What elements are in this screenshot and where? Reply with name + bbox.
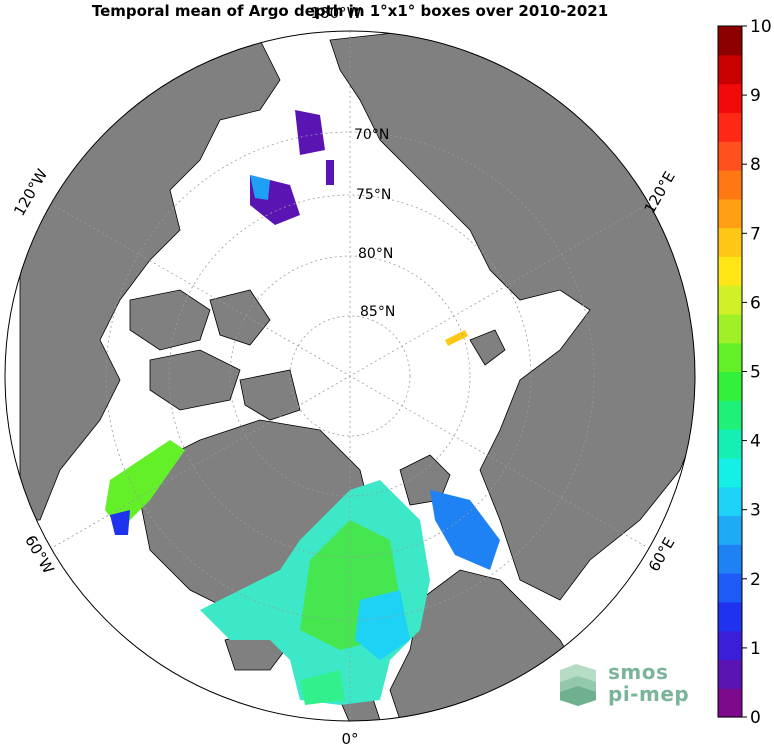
- parallel-label-80n: 80°N: [358, 246, 393, 262]
- colorbar-tick-label: 3: [750, 501, 761, 521]
- colorbar-tick-label: 6: [750, 293, 761, 313]
- land-franz-josef: [469, 329, 506, 366]
- parallel-label-75n: 75°N: [356, 187, 391, 203]
- parallel-label-70n: 70°N: [354, 127, 389, 143]
- colorbar-band: [718, 486, 742, 517]
- meridian-60w-120e: [49, 202, 651, 550]
- logo-icon: [560, 664, 596, 706]
- colorbar-band: [718, 313, 742, 344]
- logo-text-smos: smos: [608, 660, 669, 684]
- land-ellesmere: [239, 369, 301, 421]
- logo-text-pi-mep: pi-mep: [608, 682, 690, 706]
- data-cluster-beaufort-2: [250, 175, 270, 200]
- colorbar-band: [718, 371, 742, 401]
- colorbar: 0 1 2 3 4 5 6 7 8 9 10: [717, 17, 772, 728]
- colorbar-tick-label: 1: [750, 639, 761, 659]
- argo-depth-cells: [105, 110, 500, 705]
- data-cluster-chukchi-2: [326, 160, 334, 185]
- colorbar-band: [718, 573, 742, 603]
- colorbar-band: [718, 515, 742, 545]
- colorbar-band: [718, 429, 742, 459]
- land-archipelago-2: [149, 349, 241, 411]
- parallel-85n: [289, 315, 411, 437]
- colorbar-band: [718, 544, 742, 574]
- colorbar-band: [718, 285, 742, 315]
- map-boundary: [4, 30, 696, 722]
- data-cluster-baffin-blue: [110, 510, 130, 535]
- parallel-75n: [168, 194, 532, 558]
- parallel-70n: [105, 131, 595, 621]
- data-cluster-barents: [430, 490, 500, 570]
- data-cluster-baffin: [105, 440, 185, 530]
- land-masses: [19, 31, 695, 721]
- colorbar-bands: [718, 26, 742, 718]
- colorbar-band: [718, 198, 742, 229]
- colorbar-band: [718, 227, 742, 257]
- colorbar-band: [718, 83, 742, 113]
- colorbar-band: [718, 400, 742, 430]
- colorbar-tick-label: 9: [750, 86, 761, 106]
- parallel-labels: 70°N 75°N 80°N 85°N: [354, 127, 395, 320]
- parallel-label-85n: 85°N: [360, 304, 395, 320]
- meridian-label-180w: 180°W: [311, 4, 362, 22]
- colorbar-band: [718, 141, 742, 171]
- colorbar-band: [718, 601, 742, 632]
- map-title: Temporal mean of Argo depth in 1°x1° box…: [91, 2, 609, 20]
- meridian-label-0: 0°: [341, 730, 358, 747]
- colorbar-tick-label: 4: [750, 432, 761, 452]
- data-cluster-nordic-blue: [355, 590, 410, 660]
- data-cluster-nordic-edge: [300, 670, 345, 705]
- smos-pi-mep-logo: smos pi-mep: [556, 660, 706, 708]
- colorbar-tick-label: 7: [750, 224, 761, 244]
- colorbar-ticks: 0 1 2 3 4 5 6 7 8 9 10: [742, 17, 772, 728]
- meridian-label-120e: 120°E: [640, 168, 678, 216]
- colorbar-band: [718, 457, 742, 488]
- colorbar-band: [718, 169, 742, 200]
- land-archipelago-1: [129, 289, 211, 351]
- colorbar-band: [718, 659, 742, 689]
- meridian-label-120w: 120°W: [10, 166, 51, 219]
- colorbar-band: [718, 342, 742, 373]
- colorbar-tick-label: 5: [750, 363, 761, 383]
- colorbar-band: [718, 688, 742, 718]
- colorbar-band: [718, 112, 742, 142]
- data-cluster-chukchi: [295, 110, 325, 155]
- colorbar-band: [718, 256, 742, 286]
- colorbar-band: [718, 26, 742, 56]
- colorbar-tick-label: 8: [750, 155, 761, 175]
- colorbar-tick-label: 0: [750, 708, 761, 728]
- graticule: [49, 31, 651, 721]
- colorbar-tick-label: 10: [750, 17, 772, 37]
- colorbar-band: [718, 54, 742, 85]
- colorbar-tick-label: 2: [750, 570, 761, 590]
- colorbar-band: [718, 630, 742, 661]
